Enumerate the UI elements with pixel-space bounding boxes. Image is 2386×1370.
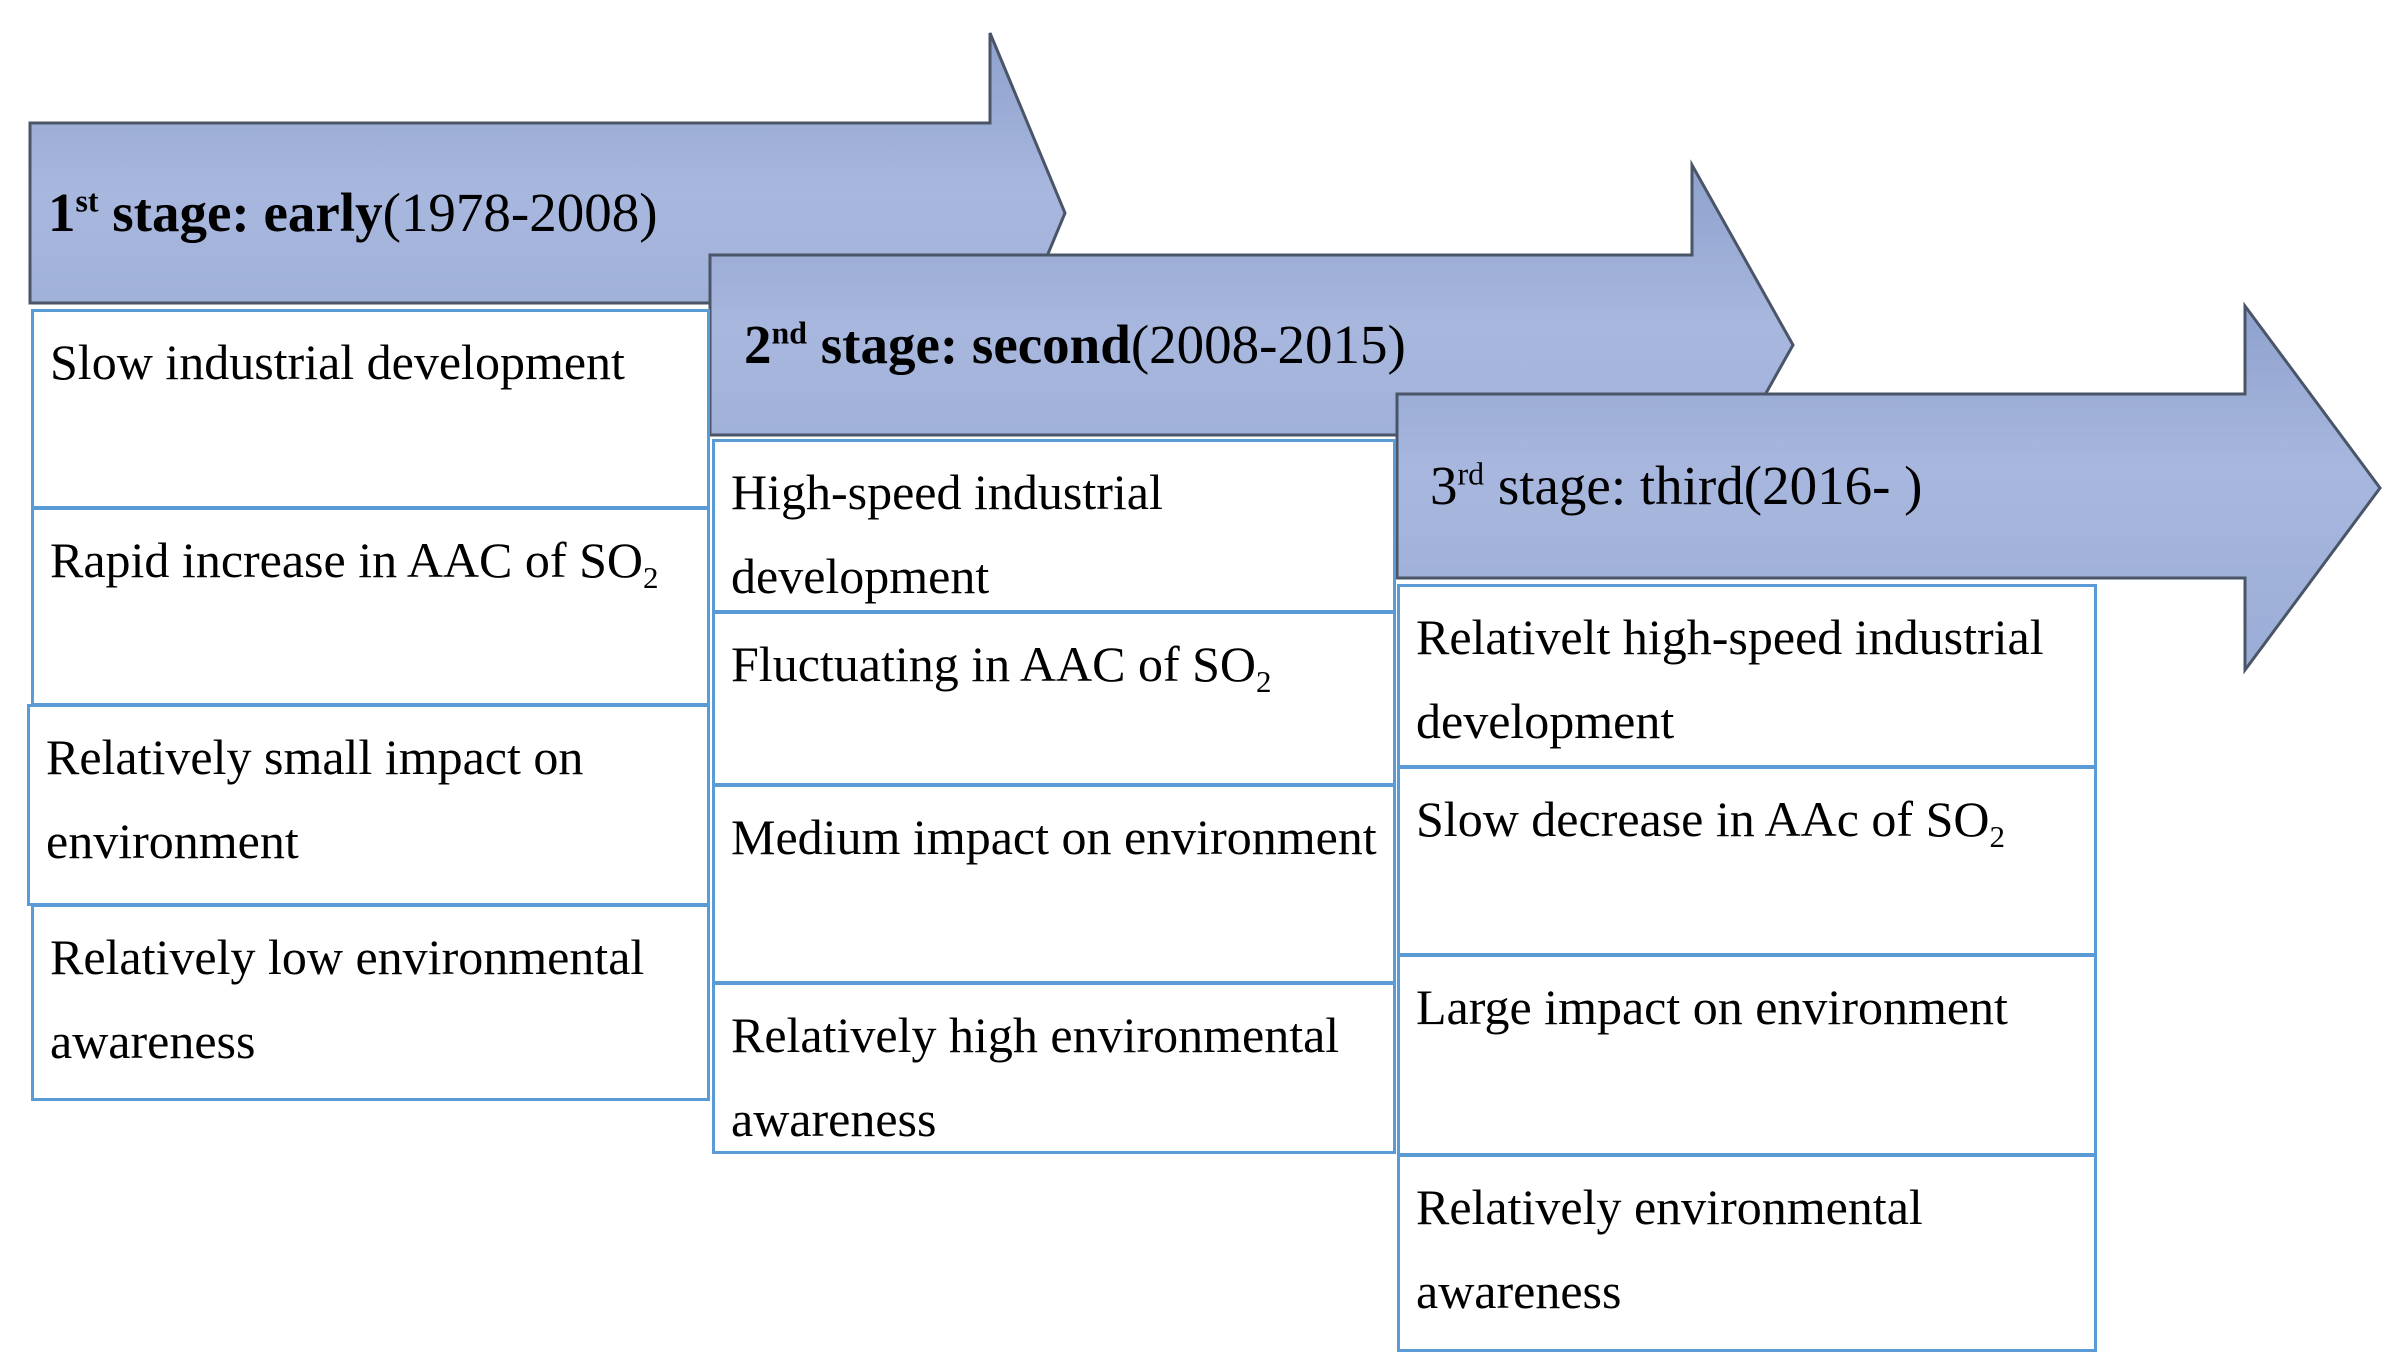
stage-item-text: Relatively small impact on environment (46, 729, 584, 869)
stage2-item2: Fluctuating in AAC of SO2 (712, 611, 1396, 786)
stage-3-arrow (1395, 301, 2382, 675)
stage1-item2: Rapid increase in AAC of SO2 (31, 507, 710, 706)
stage1-item1: Slow industrial development (31, 309, 710, 509)
stage1-item4: Relatively low environmental awareness (31, 904, 710, 1101)
stage3-item1: Relativelt high-speed industrial develop… (1397, 584, 2097, 768)
stage-item-text: Relatively low environmental awareness (50, 929, 645, 1069)
stage-item-text: Slow decrease in AAc of (1416, 791, 1926, 847)
stage3-item4: Relatively environmental awareness (1397, 1154, 2097, 1352)
stage-item-text: Relativelt high-speed industrial develop… (1416, 609, 2044, 749)
stage2-item1: High-speed industrial development (712, 439, 1396, 613)
stage-item-text: High-speed industrial development (731, 464, 1163, 604)
stage-item-text: Rapid increase in AAC of (50, 532, 580, 588)
stage-item-text: Medium impact on environment (731, 809, 1377, 865)
stage3-item3: Large impact on environment (1397, 954, 2097, 1156)
stage-item-text: Relatively high environmental awareness (731, 1007, 1340, 1147)
stage1-item3: Relatively small impact on environment (27, 704, 710, 906)
stage-item-text: Relatively environmental awareness (1416, 1179, 1923, 1319)
stage-item-text: Large impact on environment (1416, 979, 2008, 1035)
stage3-item2: Slow decrease in AAc of SO2 (1397, 766, 2097, 956)
stage2-item3: Medium impact on environment (712, 784, 1396, 984)
stage-item-text: Fluctuating in AAC of (731, 636, 1193, 692)
stage2-item4: Relatively high environmental awareness (712, 982, 1396, 1154)
stage-item-text: Slow industrial development (50, 334, 625, 390)
